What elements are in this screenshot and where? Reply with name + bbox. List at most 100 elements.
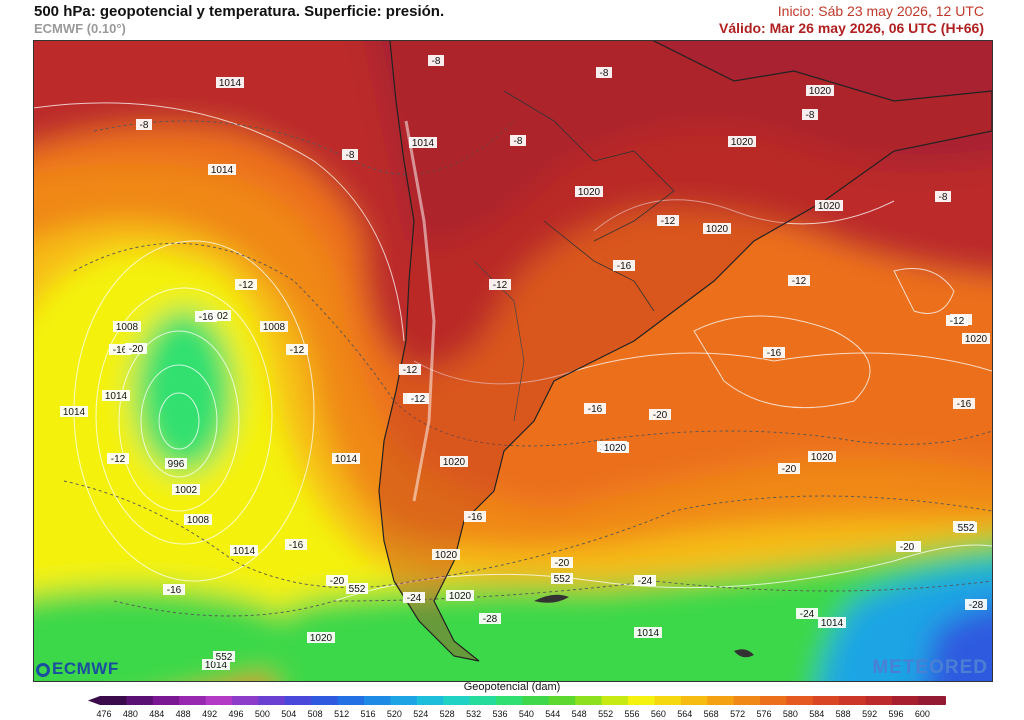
map-canvas: 1014 -8 1014 -8 -8 1014 -8 -8 1020 1020 -8 1020 1020… [34,41,992,681]
map-label: 996 [165,458,187,470]
svg-text:-28: -28 [483,614,498,625]
map-label: 1008 [184,514,212,526]
map-label: -24 [796,608,818,620]
scale-swatch [496,696,523,705]
map-label: -8 [136,119,152,131]
map-label: -16 [613,260,635,272]
scale-swatch [707,696,735,705]
scale-swatch [733,696,761,705]
scale-tick-label: 528 [440,709,455,719]
svg-text:-8: -8 [432,56,441,67]
scale-swatch [628,696,655,705]
map-label: -12 [235,279,257,291]
map-label: 552 [213,651,235,663]
map-label: 1020 [446,590,474,602]
map-label: 1020 [806,85,834,97]
map-label: -12 [489,279,511,291]
map-label: -28 [479,613,501,625]
scale-tick-label: 524 [413,709,428,719]
scale-swatch [918,696,946,705]
map-label: 1014 [202,659,230,671]
weather-map[interactable]: 1014 -8 1014 -8 -8 1014 -8 -8 1020 1020 -8 1020 1020… [33,40,993,682]
scale-tick-label: 532 [466,709,481,719]
scale-swatch [152,696,180,705]
map-label: -12 [946,315,968,327]
svg-text:-12: -12 [792,276,807,287]
svg-text:-16: -16 [199,312,214,323]
map-label: -8 [935,191,951,203]
map-label: -12 [399,364,421,376]
svg-text:1020: 1020 [435,550,458,561]
model-name: ECMWF (0.10°) [34,21,126,36]
svg-text:1014: 1014 [219,78,242,89]
map-label: -20 [551,557,573,569]
map-label: 1020 [432,549,460,561]
map-label: -16 [163,584,185,596]
map-label: 1014 [230,545,258,557]
map-label: -24 [634,575,656,587]
svg-text:1014: 1014 [335,454,358,465]
map-label: -24 [403,592,425,604]
map-label: -20 [778,463,800,475]
svg-text:-16: -16 [588,404,603,415]
svg-text:-16: -16 [113,345,128,356]
scale-swatch [575,696,603,705]
ecmwf-logo-text: ECMWF [52,659,119,678]
map-label: -8 [428,55,444,67]
svg-text:1014: 1014 [211,165,234,176]
svg-text:1002: 1002 [206,311,229,322]
scale-tick-label: 592 [862,709,877,719]
scale-swatch [469,696,497,705]
svg-text:1020: 1020 [811,452,834,463]
scale-swatch [232,696,259,705]
svg-text:1020: 1020 [604,443,627,454]
legend-title: Geopotencial (dam) [463,681,561,693]
scale-tick-label: 544 [545,709,560,719]
map-label: -12 [407,393,429,405]
map-label: 1020 [808,451,836,463]
scale-tick-label: 480 [123,709,138,719]
map-label: 1020 [601,442,629,454]
svg-text:-16: -16 [957,399,972,410]
svg-text:-8: -8 [346,150,355,161]
map-label: -16 [109,344,131,356]
scale-tick-label: 556 [624,709,639,719]
header-right: Inicio: Sáb 23 may 2026, 12 UTC Válido: … [719,3,984,37]
map-label: 1020 [703,223,731,235]
svg-text:-12: -12 [403,365,418,376]
scale-swatch [654,696,682,705]
map-label: -12 [657,215,679,227]
scale-swatch [892,696,919,705]
scale-swatch [390,696,418,705]
svg-text:-24: -24 [800,609,815,620]
map-label: 1014 [818,617,846,629]
svg-text:-20: -20 [653,410,668,421]
scale-tick-label: 580 [783,709,798,719]
map-label: -8 [596,67,612,79]
svg-text:-16: -16 [167,585,182,596]
svg-text:1020: 1020 [965,334,988,345]
map-label: -8 [802,109,818,121]
scale-tick-label: 596 [888,709,903,719]
svg-text:1008: 1008 [116,322,139,333]
map-label: 1014 [409,137,437,149]
scale-swatch [760,696,787,705]
svg-text:-24: -24 [638,576,653,587]
svg-text:552: 552 [349,584,366,595]
ecmwf-logo: ECMWF [36,659,119,679]
svg-text:-12: -12 [493,280,508,291]
scale-tick-label: 536 [492,709,507,719]
map-label: 1014 [216,77,244,89]
init-time: Inicio: Sáb 23 may 2026, 12 UTC [777,3,984,19]
scale-swatch [839,696,867,705]
scale-arrow-left [88,696,100,705]
header-left: 500 hPa: geopotencial y temperatura. Sup… [34,3,444,37]
svg-text:-28: -28 [969,600,984,611]
scale-swatch [258,696,286,705]
valid-time: Válido: Mar 26 may 2026, 06 UTC (H+66) [719,20,984,36]
svg-text:552: 552 [554,574,571,585]
scale-tick-label: 584 [809,709,824,719]
map-label: -16 [953,398,975,410]
map-label: 1014 [60,406,88,418]
svg-text:-12: -12 [950,316,965,327]
